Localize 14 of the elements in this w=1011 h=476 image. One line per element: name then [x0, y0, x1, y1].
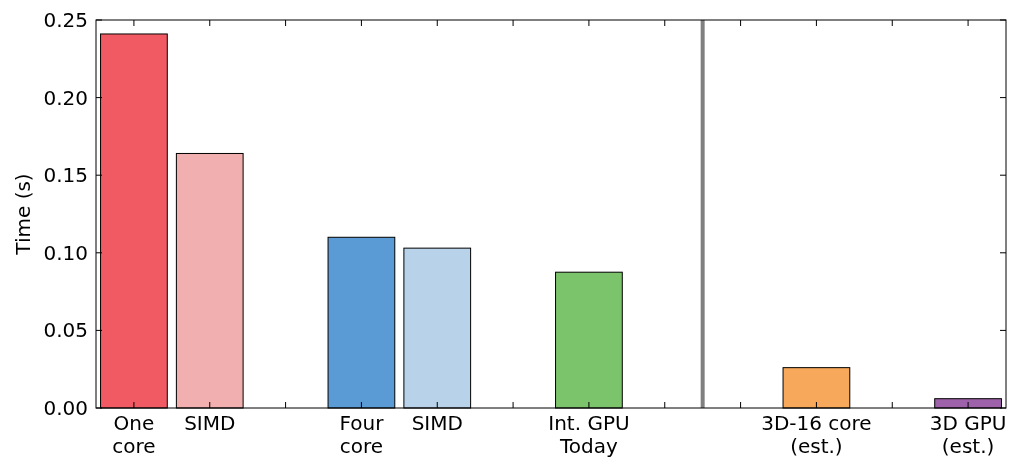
y-tick-label: 0.00: [43, 396, 88, 420]
y-tick-label: 0.20: [43, 85, 88, 110]
y-tick-label: 0.25: [43, 8, 88, 32]
y-tick-label: 0.10: [43, 240, 88, 265]
x-tick-label: 3D GPU (est.): [929, 411, 1007, 458]
x-tick-label: SIMD: [411, 411, 463, 435]
y-tick-label: 0.05: [43, 318, 88, 343]
x-tick-label: One core: [112, 411, 156, 458]
x-tick-label: Int. GPU Today: [548, 411, 630, 458]
x-tick-label: 3D-16 core (est.): [761, 411, 872, 458]
x-tick-label: Four core: [339, 411, 385, 458]
y-axis-title: Time (s): [11, 173, 35, 256]
y-tick-label: 0.15: [43, 163, 88, 188]
x-tick-label: SIMD: [184, 411, 236, 435]
